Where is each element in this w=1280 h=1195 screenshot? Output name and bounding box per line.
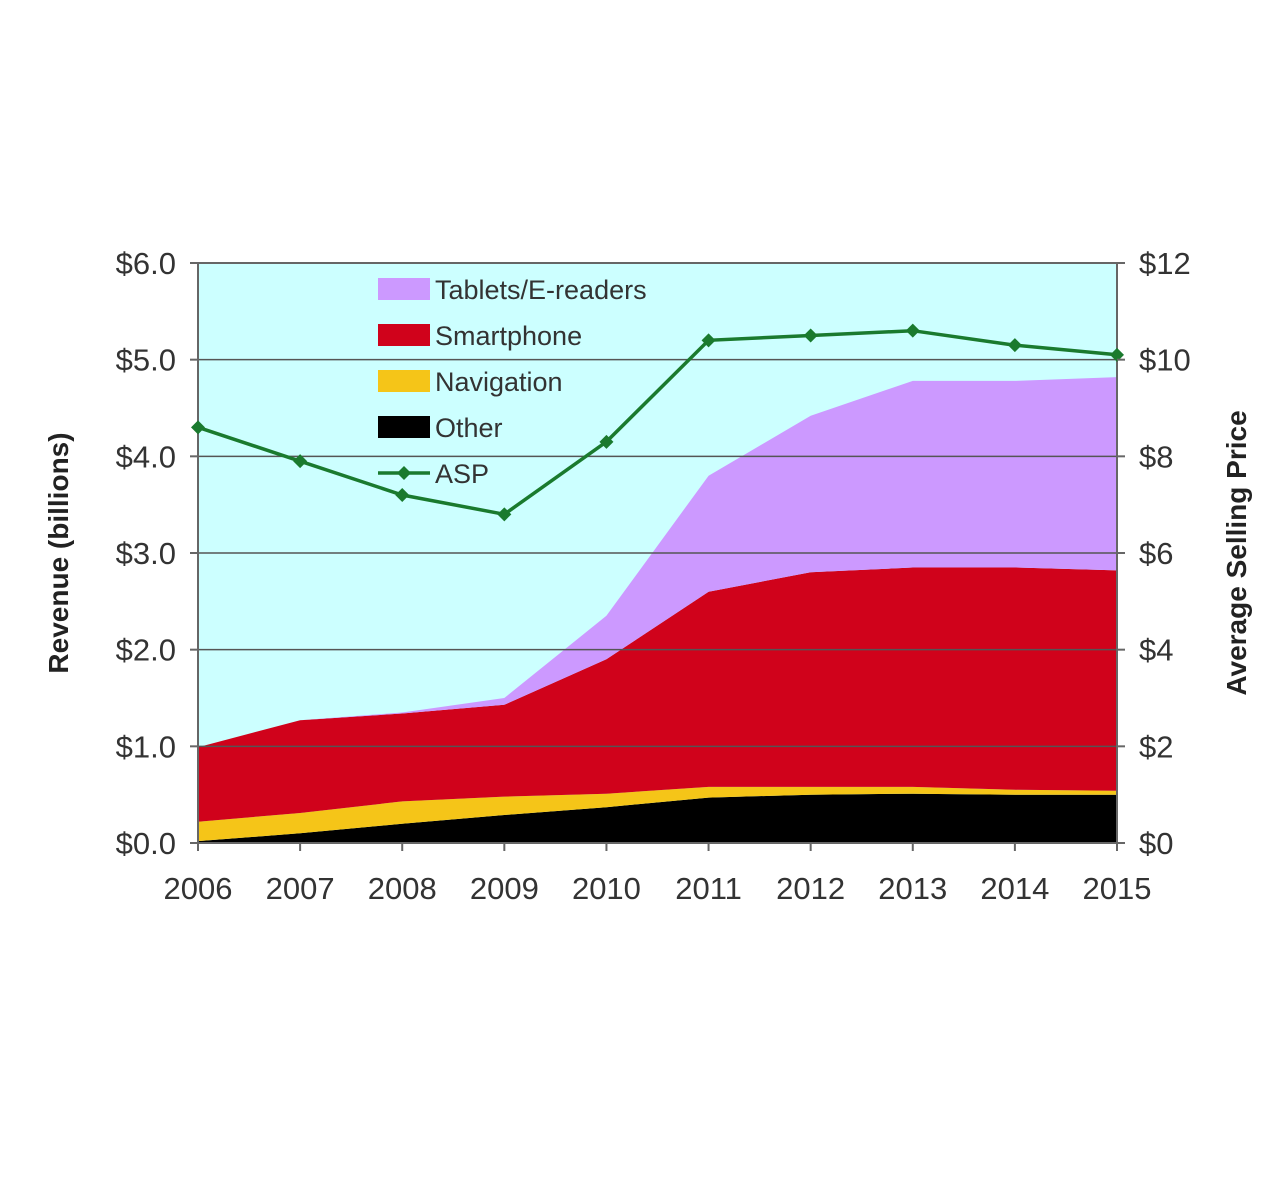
y2-tick-label: $2 (1139, 729, 1173, 764)
legend-label-asp: ASP (435, 459, 489, 489)
y2-tick-label: $4 (1139, 633, 1173, 668)
x-tick-label: 2009 (470, 871, 539, 906)
series-line-asp (197, 328, 1118, 517)
y2-tick-label: $0 (1139, 826, 1173, 861)
legend-swatch-navigation (378, 370, 430, 392)
x-tick-label: 2008 (368, 871, 437, 906)
y-tick-label: $1.0 (116, 729, 176, 764)
legend-label-navigation: Navigation (435, 367, 563, 397)
y2-axis-title: Average Selling Price (1221, 410, 1252, 695)
legend-label-smartphone: Smartphone (435, 321, 582, 351)
x-tick-label: 2012 (776, 871, 845, 906)
asp-point-2007 (293, 454, 308, 469)
y-tick-label: $4.0 (116, 439, 176, 474)
y-tick-label: $0.0 (116, 826, 176, 861)
asp-point-2010 (599, 434, 614, 449)
legend-swatch-tablets-e-readers (378, 278, 430, 300)
y2-tick-label: $6 (1139, 536, 1173, 571)
series-area-smartphone (198, 567, 1117, 822)
y2-tick-label: $10 (1139, 343, 1191, 378)
x-tick-label: 2015 (1083, 871, 1152, 906)
y-axis-title: Revenue (billions) (43, 432, 74, 673)
legend-label-tablets-e-readers: Tablets/E-readers (435, 275, 647, 305)
series-area-tablets-e-readers (198, 377, 1117, 748)
y-tick-label: $2.0 (116, 633, 176, 668)
y-tick-label: $5.0 (116, 343, 176, 378)
legend-marker-asp (397, 466, 411, 480)
y2-tick-label: $12 (1139, 246, 1191, 281)
y2-tick-label: $8 (1139, 439, 1173, 474)
x-tick-label: 2006 (164, 871, 233, 906)
legend-label-other: Other (435, 413, 503, 443)
asp-point-2008 (395, 488, 410, 502)
asp-point-2013 (905, 323, 920, 338)
asp-point-2014 (1007, 338, 1022, 353)
legend-swatch-smartphone (378, 324, 430, 346)
series-area-other (198, 793, 1117, 843)
x-tick-label: 2013 (878, 871, 947, 906)
x-tick-label: 2010 (572, 871, 641, 906)
asp-point-2009 (497, 507, 512, 522)
x-tick-label: 2007 (266, 871, 335, 906)
x-tick-label: 2011 (675, 871, 742, 906)
asp-point-2015 (1110, 347, 1124, 362)
asp-point-2011 (701, 333, 716, 348)
asp-point-2006 (191, 420, 205, 435)
asp-point-2012 (803, 328, 818, 343)
y-tick-label: $6.0 (116, 246, 176, 281)
legend-swatch-other (378, 416, 430, 438)
x-tick-label: 2014 (980, 871, 1049, 906)
y-tick-label: $3.0 (116, 536, 176, 571)
series-area-navigation (198, 786, 1117, 842)
